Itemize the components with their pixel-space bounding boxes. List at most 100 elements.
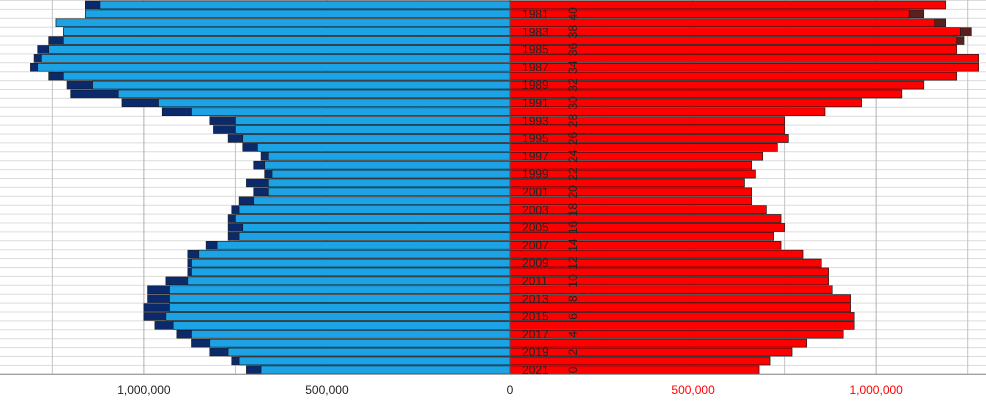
bar	[238, 205, 511, 214]
age-label: 6	[566, 313, 580, 320]
age-label: 18	[566, 203, 580, 217]
bar	[55, 18, 511, 27]
bar	[117, 89, 511, 99]
bar	[63, 36, 511, 45]
bar	[169, 285, 511, 294]
year-label: 2001	[522, 185, 549, 199]
year-label: 1983	[522, 25, 549, 39]
bar	[187, 276, 511, 286]
bar	[509, 267, 829, 277]
bar	[235, 214, 511, 223]
bar	[509, 98, 862, 108]
bar	[509, 276, 829, 286]
bar	[165, 312, 511, 321]
bar	[242, 134, 511, 143]
bar	[260, 365, 511, 375]
bar	[509, 116, 785, 125]
bar	[509, 294, 851, 303]
year-label: 2009	[522, 256, 549, 270]
year-label: 2013	[522, 292, 549, 306]
bar	[41, 54, 511, 63]
bar	[227, 347, 511, 357]
bar	[92, 80, 511, 90]
age-label: 8	[566, 295, 580, 302]
age-label: 30	[566, 96, 580, 110]
year-label: 1997	[522, 149, 549, 163]
bar	[509, 107, 826, 117]
age-label: 36	[566, 42, 580, 56]
age-label: 34	[566, 60, 580, 74]
year-label: 1989	[522, 78, 549, 92]
bar	[509, 125, 785, 134]
bar	[238, 232, 511, 241]
bar	[63, 27, 511, 36]
bar	[172, 321, 511, 330]
age-label: 0	[566, 366, 580, 373]
bar	[509, 143, 778, 152]
bar	[257, 143, 511, 152]
bar	[158, 98, 511, 108]
year-label: 2011	[522, 274, 548, 288]
bar	[509, 303, 851, 312]
bar	[169, 303, 511, 312]
bar	[509, 241, 782, 250]
bar	[509, 356, 771, 366]
age-label: 38	[566, 25, 580, 39]
bar	[509, 232, 774, 241]
x-tick-label: 500,000	[671, 383, 715, 397]
year-label: 2015	[522, 310, 549, 324]
bar	[509, 258, 822, 268]
age-label: 20	[566, 185, 580, 199]
x-tick-label: 0	[507, 383, 514, 397]
year-label: 1991	[522, 96, 549, 110]
year-label: 2021	[522, 363, 549, 377]
bar	[191, 258, 511, 268]
year-label: 1987	[522, 60, 549, 74]
age-label: 28	[566, 114, 580, 128]
bar	[37, 62, 511, 72]
year-label: 2017	[522, 327, 549, 341]
x-tick-label: 1,000,000	[849, 383, 903, 397]
age-label: 4	[566, 331, 580, 338]
age-label: 32	[566, 78, 580, 92]
bar	[509, 54, 979, 63]
bar	[216, 241, 511, 250]
bar	[191, 107, 511, 117]
age-label: 40	[566, 7, 580, 21]
bar	[238, 356, 511, 366]
age-label: 2	[566, 348, 580, 355]
age-label: 12	[566, 256, 580, 270]
year-label: 1981	[522, 7, 549, 21]
bar	[242, 223, 511, 232]
year-label: 1999	[522, 167, 549, 181]
x-tick-label: 1,000,000	[117, 383, 171, 397]
bar	[509, 329, 844, 339]
bar	[509, 321, 855, 330]
bar	[48, 45, 511, 54]
bar	[235, 116, 511, 125]
x-tick-label: 500,000	[305, 383, 349, 397]
bar	[191, 267, 511, 277]
year-label: 1985	[522, 43, 549, 57]
bar	[85, 9, 511, 19]
bar	[209, 338, 511, 348]
age-label: 14	[566, 238, 580, 252]
age-label: 10	[566, 274, 580, 288]
year-label: 2019	[522, 345, 549, 359]
bar	[99, 0, 511, 10]
bar	[509, 249, 804, 259]
year-label: 1993	[522, 114, 549, 128]
bar	[198, 249, 511, 259]
bar	[271, 169, 511, 179]
bar	[235, 125, 511, 134]
bar	[268, 187, 511, 197]
age-label: 24	[566, 149, 580, 163]
bar	[509, 347, 793, 357]
bar	[63, 71, 511, 81]
age-label: 26	[566, 131, 580, 145]
year-label: 1995	[522, 132, 549, 146]
bar	[509, 338, 807, 348]
bar	[169, 294, 511, 303]
bar	[253, 196, 511, 206]
